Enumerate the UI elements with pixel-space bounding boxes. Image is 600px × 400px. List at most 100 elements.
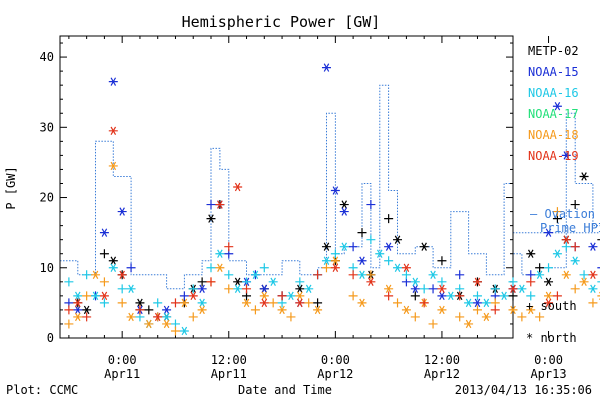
data-point-noaa-18-north xyxy=(126,312,136,322)
data-point-noaa-16-south xyxy=(188,284,198,294)
data-point-metp-02-south xyxy=(410,291,420,301)
data-point-noaa-16-north xyxy=(410,277,420,287)
data-point-noaa-19-north xyxy=(188,291,198,301)
data-point-metp-02-south xyxy=(99,249,109,259)
data-point-noaa-19-north xyxy=(117,270,127,279)
data-point-metp-02-south xyxy=(313,298,323,308)
data-point-metp-02-north xyxy=(206,214,216,223)
data-point-noaa-15-north xyxy=(73,305,83,315)
data-point-noaa-16-south xyxy=(472,291,482,301)
data-point-noaa-16-north xyxy=(446,291,456,301)
data-point-noaa-18-south xyxy=(517,312,527,322)
data-point-noaa-16-south xyxy=(82,270,92,280)
y-tick-label: 10 xyxy=(40,261,54,275)
data-point-noaa-18-south xyxy=(570,284,580,294)
data-point-noaa-18-south xyxy=(552,207,562,217)
data-point-noaa-15-south xyxy=(179,291,189,301)
data-point-noaa-16-north xyxy=(339,242,349,251)
data-point-noaa-15-north xyxy=(437,291,447,301)
data-point-noaa-19-north xyxy=(437,284,447,294)
data-point-noaa-19-south xyxy=(277,291,287,301)
x-tick-date-label: Apr12 xyxy=(424,367,460,381)
x-tick-date-label: Apr11 xyxy=(104,367,140,381)
data-point-noaa-15-north xyxy=(108,77,118,86)
ovation-hpi-line xyxy=(60,84,600,290)
data-point-noaa-18-north xyxy=(313,305,323,315)
data-point-noaa-16-south xyxy=(401,270,411,280)
data-point-noaa-19-north xyxy=(73,298,83,308)
data-point-noaa-19-north xyxy=(544,298,554,308)
data-point-noaa-15-north xyxy=(552,102,562,111)
data-point-noaa-19-north xyxy=(401,263,411,272)
data-point-noaa-18-north xyxy=(384,284,394,294)
data-point-noaa-16-north xyxy=(91,291,101,301)
x-tick-time-label: 12:00 xyxy=(424,353,460,367)
data-point-noaa-18-north xyxy=(215,263,225,272)
data-point-noaa-16-south xyxy=(206,263,216,273)
x-tick-time-label: 0:00 xyxy=(321,353,350,367)
x-tick-time-label: 0:00 xyxy=(534,353,563,367)
data-point-noaa-16-north xyxy=(570,256,580,265)
data-point-noaa-18-north xyxy=(179,298,189,308)
data-point-noaa-18-north xyxy=(437,305,447,315)
data-point-noaa-18-south xyxy=(224,284,234,294)
data-point-noaa-16-north xyxy=(304,284,314,294)
plot-timestamp: 2013/04/13 16:35:06 xyxy=(455,383,592,397)
data-point-metp-02-south xyxy=(535,263,545,273)
data-point-noaa-18-south xyxy=(321,263,331,273)
legend-item-noaa-19: NOAA-19 xyxy=(528,149,579,163)
data-point-noaa-19-north xyxy=(330,263,340,272)
data-point-noaa-18-north xyxy=(579,277,589,287)
data-point-noaa-18-south xyxy=(472,305,482,315)
data-point-noaa-16-north xyxy=(233,284,243,294)
x-axis-label: Date and Time xyxy=(238,383,332,397)
data-point-noaa-18-south xyxy=(250,305,260,315)
data-point-noaa-19-south xyxy=(348,270,358,280)
data-point-noaa-19-south xyxy=(570,242,580,252)
data-point-noaa-18-south xyxy=(393,298,403,308)
data-point-noaa-18-north xyxy=(242,298,252,308)
y-tick-label: 30 xyxy=(40,120,54,134)
data-point-noaa-15-north xyxy=(99,228,109,237)
data-point-noaa-18-north xyxy=(481,312,491,322)
data-point-noaa-16-north xyxy=(393,263,403,272)
data-point-noaa-18-north xyxy=(197,305,207,315)
data-point-noaa-16-north xyxy=(428,270,438,279)
legend-item-noaa-15: NOAA-15 xyxy=(528,65,579,79)
data-point-noaa-19-south xyxy=(242,284,252,294)
data-point-noaa-16-north xyxy=(197,298,207,308)
data-point-noaa-19-north xyxy=(233,182,243,192)
data-point-noaa-18-north xyxy=(108,161,118,171)
chart-title: Hemispheric Power [GW] xyxy=(182,13,381,31)
data-point-noaa-16-south xyxy=(295,277,305,287)
data-point-noaa-16-north xyxy=(552,249,562,258)
data-point-noaa-18-north xyxy=(73,312,83,322)
data-point-noaa-19-north xyxy=(153,312,163,322)
data-point-noaa-19-north xyxy=(366,277,376,287)
data-point-noaa-16-north xyxy=(162,312,172,322)
data-point-metp-02-north xyxy=(419,242,429,251)
data-point-metp-02-south xyxy=(437,256,447,266)
data-point-noaa-16-north xyxy=(108,263,118,272)
data-point-noaa-19-south xyxy=(170,298,180,308)
y-tick-label: 20 xyxy=(40,191,54,205)
data-point-noaa-15-north xyxy=(330,186,340,195)
data-point-metp-02-north xyxy=(579,172,589,181)
data-point-noaa-19-south xyxy=(82,312,92,322)
data-point-noaa-18-south xyxy=(428,319,438,329)
data-point-noaa-19-south xyxy=(64,305,74,315)
data-point-noaa-19-north xyxy=(588,270,598,279)
data-point-metp-02-north xyxy=(339,200,349,209)
data-point-metp-02-north xyxy=(393,235,403,244)
legend-ovation-label: — Ovation xyxy=(530,207,595,221)
data-point-noaa-18-north xyxy=(144,319,154,329)
data-point-noaa-18-south xyxy=(286,312,296,322)
data-point-noaa-16-south xyxy=(259,263,269,273)
data-point-noaa-19-north xyxy=(99,291,109,301)
data-point-noaa-18-north xyxy=(597,291,600,301)
data-point-noaa-15-south xyxy=(206,200,216,210)
data-point-noaa-19-south xyxy=(552,291,562,301)
data-point-noaa-15-north xyxy=(162,305,172,315)
data-point-noaa-16-north xyxy=(375,249,385,258)
